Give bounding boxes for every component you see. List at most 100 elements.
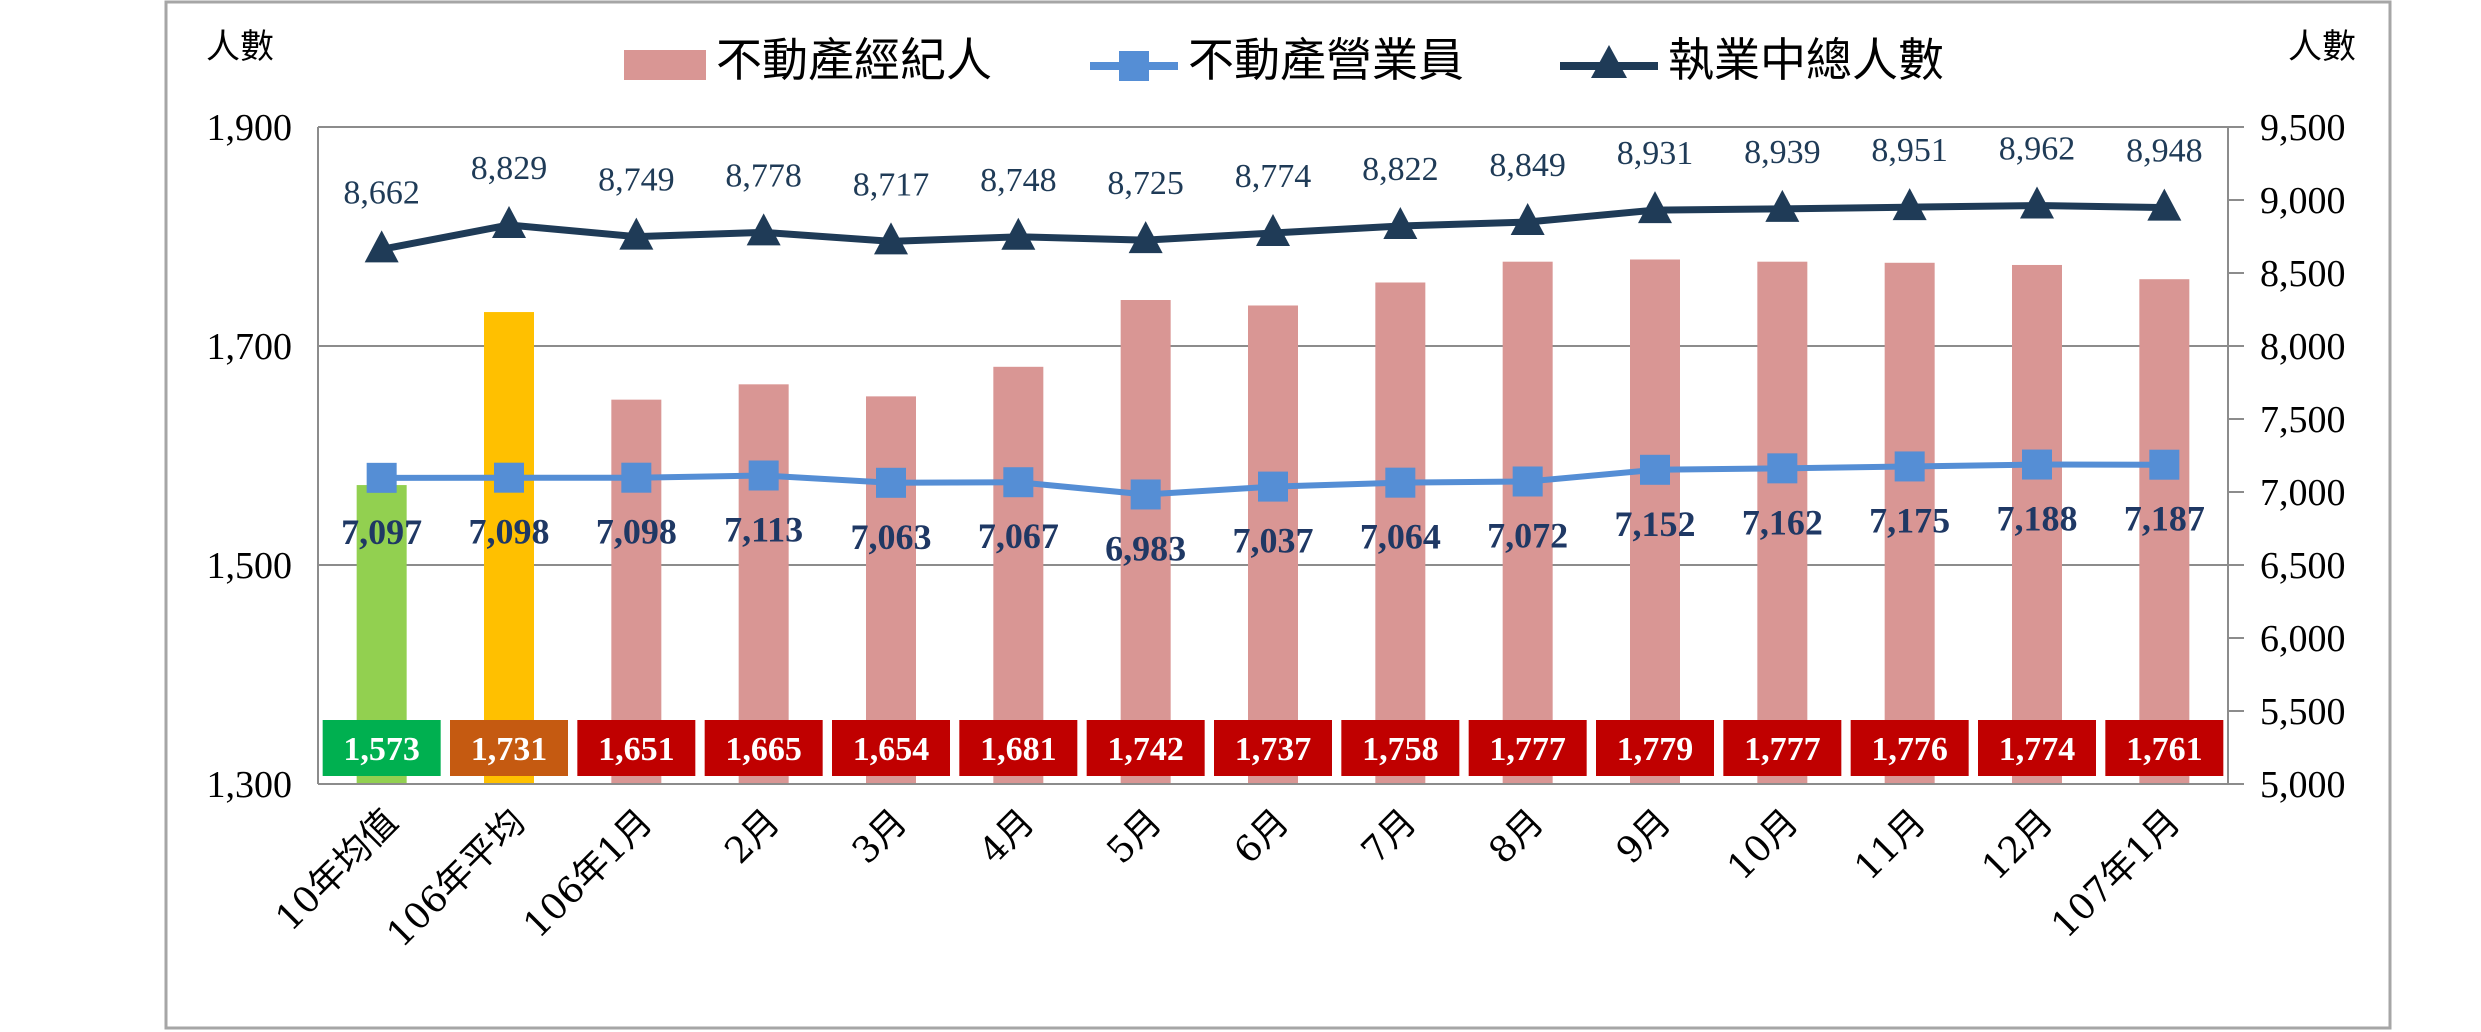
broker-bar — [993, 366, 1044, 784]
broker-label-box — [832, 720, 950, 776]
total-data-label: 8,717 — [853, 166, 930, 203]
legend-item-total: 執業中總人數 — [1560, 33, 1944, 87]
agent-data-label: 7,098 — [469, 512, 550, 552]
agent-square-marker — [494, 462, 524, 493]
total-data-label: 8,778 — [725, 157, 802, 194]
agent-square-marker — [1512, 466, 1543, 497]
agent-square-marker — [2022, 449, 2052, 480]
broker-bar — [1757, 261, 1808, 784]
agent-square-marker — [1258, 471, 1288, 502]
total-data-label: 8,749 — [598, 162, 675, 199]
total-triangle-marker — [1510, 203, 1545, 236]
broker-bar — [1630, 259, 1680, 784]
agent-square-marker — [2149, 449, 2180, 480]
left-tick-label: 1,300 — [207, 764, 293, 806]
broker-label-box — [1086, 720, 1205, 776]
agent-square-marker — [1894, 451, 1925, 482]
broker-data-label: 1,731 — [471, 731, 548, 768]
broker-label-box — [577, 720, 696, 776]
total-data-label: 8,931 — [1617, 135, 1694, 172]
total-triangle-marker — [1256, 213, 1290, 246]
total-triangle-marker — [492, 205, 526, 238]
left-tick-label: 1,500 — [207, 545, 293, 587]
broker-bar — [1884, 262, 1935, 784]
broker-bar — [1502, 261, 1553, 784]
legend-label-total: 執業中總人數 — [1668, 33, 1944, 87]
right-axis-title: 人數 — [2288, 27, 2356, 67]
broker-data-label: 1,737 — [1235, 731, 1312, 768]
right-tick-label: 6,000 — [2260, 618, 2346, 660]
right-tick-label: 8,500 — [2260, 253, 2346, 295]
agent-square-marker — [621, 462, 652, 493]
broker-label-box — [1341, 720, 1460, 776]
agent-data-label: 7,175 — [1869, 500, 1950, 540]
right-tick-label: 9,000 — [2260, 180, 2346, 222]
legend-square-marker — [1119, 51, 1149, 81]
broker-data-label: 1,761 — [2126, 731, 2203, 768]
broker-label-box — [1596, 720, 1714, 776]
total-data-label: 8,948 — [2126, 133, 2203, 170]
line-markers — [364, 186, 2182, 510]
agent-data-label: 7,097 — [341, 512, 422, 552]
agent-square-marker — [1767, 453, 1798, 484]
broker-data-label: 1,651 — [598, 731, 675, 768]
broker-bar — [1375, 282, 1426, 784]
agent-square-marker — [1385, 467, 1416, 498]
broker-data-label: 1,777 — [1744, 731, 1821, 768]
broker-label-box — [1468, 720, 1587, 776]
broker-label-box — [322, 720, 441, 776]
right-tick-label: 5,000 — [2260, 764, 2346, 806]
total-data-label: 8,822 — [1362, 151, 1439, 188]
total-data-label: 8,829 — [471, 150, 548, 187]
total-data-label: 8,962 — [1999, 131, 2076, 168]
agent-data-label: 7,152 — [1615, 504, 1696, 544]
broker-label-box — [1978, 720, 2096, 776]
total-triangle-marker — [1128, 221, 1163, 254]
broker-label-box — [450, 720, 568, 776]
broker-data-label: 1,573 — [343, 731, 420, 768]
left-tick-label: 1,900 — [207, 107, 293, 149]
broker-label-box — [1723, 720, 1842, 776]
total-data-label: 8,748 — [980, 162, 1057, 199]
broker-bar — [1120, 300, 1171, 784]
right-tick-label: 7,500 — [2260, 399, 2346, 441]
total-triangle-marker — [746, 213, 781, 246]
legend-swatch-broker — [624, 50, 706, 80]
agent-data-label: 7,113 — [724, 510, 803, 550]
broker-data-label: 1,774 — [1999, 731, 2076, 768]
legend-label-broker: 不動產經紀人 — [716, 33, 992, 87]
total-triangle-marker — [1892, 188, 1927, 221]
agent-data-label: 7,162 — [1742, 502, 1823, 542]
legend-item-agent: 不動產營業員 — [1090, 33, 1464, 87]
legend-item-broker: 不動產經紀人 — [624, 33, 992, 87]
right-tick-label: 8,000 — [2260, 326, 2346, 368]
broker-label-box — [2105, 720, 2224, 776]
total-triangle-marker — [2147, 188, 2182, 221]
left-tick-label: 1,700 — [207, 326, 293, 368]
legend-label-agent: 不動產營業員 — [1188, 33, 1464, 87]
right-tick-label: 7,000 — [2260, 472, 2346, 514]
agent-data-label: 7,072 — [1487, 515, 1568, 555]
total-data-label: 8,939 — [1744, 134, 1821, 171]
agent-data-label: 7,187 — [2124, 499, 2205, 539]
broker-data-label: 1,681 — [980, 731, 1057, 768]
total-triangle-marker — [364, 230, 399, 263]
broker-data-label: 1,777 — [1489, 731, 1566, 768]
broker-bar — [738, 384, 789, 784]
agent-square-marker — [1130, 479, 1161, 510]
broker-bar — [1248, 305, 1298, 784]
right-tick-label: 6,500 — [2260, 545, 2346, 587]
total-triangle-marker — [1383, 206, 1418, 239]
broker-bar — [866, 396, 916, 784]
total-triangle-marker — [874, 222, 908, 255]
legend: 不動產經紀人 不動產營業員 執業中總人數 — [624, 33, 1944, 87]
right-tick-label: 9,500 — [2260, 107, 2346, 149]
left-axis-title: 人數 — [206, 27, 274, 67]
total-triangle-marker — [1765, 189, 1800, 222]
total-data-label: 8,725 — [1107, 165, 1184, 202]
agent-data-label: 7,063 — [851, 517, 932, 557]
total-triangle-marker — [619, 217, 654, 250]
data-labels: 1,573 1,731 1,651 1,665 1,654 1,681 1,742 1,737… — [322, 131, 2224, 776]
agent-square-marker — [1640, 454, 1670, 485]
